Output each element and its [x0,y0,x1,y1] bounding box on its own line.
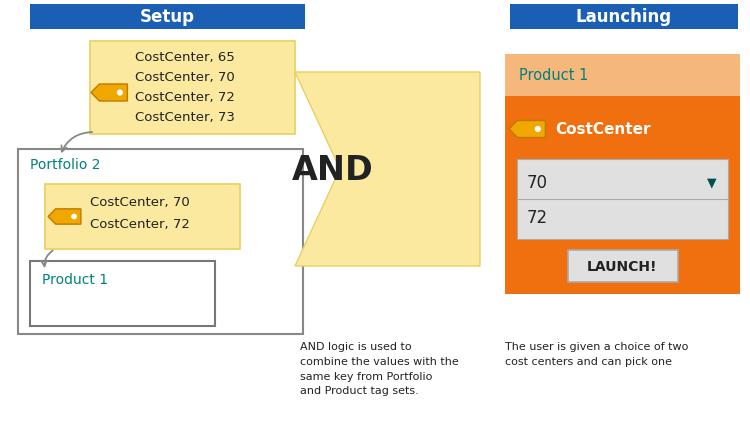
Text: Product 1: Product 1 [42,273,108,286]
Text: CostCenter, 70: CostCenter, 70 [90,196,190,209]
Text: CostCenter, 72: CostCenter, 72 [135,91,235,104]
Text: ▼: ▼ [707,176,717,189]
Text: CostCenter: CostCenter [555,122,650,137]
FancyBboxPatch shape [505,55,740,97]
Text: CostCenter, 73: CostCenter, 73 [135,111,235,124]
FancyBboxPatch shape [18,150,303,334]
Circle shape [72,215,76,219]
FancyBboxPatch shape [517,160,728,240]
Text: Setup: Setup [140,9,195,26]
FancyBboxPatch shape [90,42,295,135]
Text: 72: 72 [527,208,548,227]
FancyBboxPatch shape [505,55,740,294]
Text: CostCenter, 70: CostCenter, 70 [135,71,235,84]
Text: Product 1: Product 1 [519,68,588,83]
Text: 70: 70 [527,174,548,191]
Text: AND logic is used to
combine the values with the
same key from Portfolio
and Pro: AND logic is used to combine the values … [300,341,459,395]
Polygon shape [91,85,128,102]
Polygon shape [295,73,480,266]
Text: LAUNCH!: LAUNCH! [587,260,658,273]
FancyBboxPatch shape [45,184,240,250]
Text: The user is given a choice of two
cost centers and can pick one: The user is given a choice of two cost c… [505,341,688,366]
Text: Launching: Launching [576,9,672,26]
FancyBboxPatch shape [510,5,738,30]
Circle shape [536,127,540,132]
FancyBboxPatch shape [30,5,305,30]
Polygon shape [48,209,81,225]
Text: AND: AND [292,153,374,186]
FancyBboxPatch shape [30,261,215,326]
FancyBboxPatch shape [568,250,677,283]
Polygon shape [509,121,545,138]
Circle shape [118,91,122,95]
Text: Portfolio 2: Portfolio 2 [30,158,100,171]
Text: CostCenter, 65: CostCenter, 65 [135,51,235,64]
Text: CostCenter, 72: CostCenter, 72 [90,218,190,231]
